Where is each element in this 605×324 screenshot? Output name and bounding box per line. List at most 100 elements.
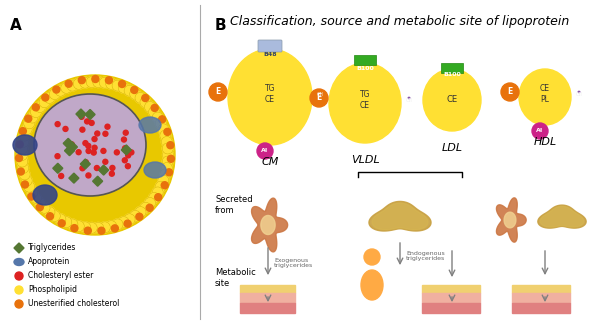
Ellipse shape xyxy=(423,69,481,131)
Circle shape xyxy=(145,198,155,209)
Circle shape xyxy=(158,124,169,135)
Text: Cholesteryl ester: Cholesteryl ester xyxy=(28,272,93,281)
Circle shape xyxy=(21,181,28,188)
Circle shape xyxy=(129,88,141,99)
Circle shape xyxy=(101,148,106,154)
Circle shape xyxy=(67,219,78,230)
Circle shape xyxy=(30,192,41,203)
Circle shape xyxy=(119,80,126,87)
Circle shape xyxy=(135,207,146,218)
Circle shape xyxy=(55,154,60,159)
Circle shape xyxy=(125,164,130,169)
Circle shape xyxy=(16,149,27,160)
Circle shape xyxy=(17,143,28,154)
Circle shape xyxy=(73,78,84,89)
Polygon shape xyxy=(122,145,131,155)
Circle shape xyxy=(67,80,78,91)
Text: AI: AI xyxy=(537,129,544,133)
Circle shape xyxy=(71,225,78,232)
Circle shape xyxy=(42,94,49,101)
Text: CII: CII xyxy=(316,91,324,97)
Circle shape xyxy=(89,121,94,125)
Text: Exogenous
triglycerides: Exogenous triglycerides xyxy=(274,258,313,268)
Circle shape xyxy=(161,182,168,189)
Text: LDL: LDL xyxy=(442,143,463,153)
Text: E: E xyxy=(316,94,322,102)
Circle shape xyxy=(15,286,23,294)
Circle shape xyxy=(105,124,110,129)
Circle shape xyxy=(103,131,108,136)
Circle shape xyxy=(145,101,155,112)
Circle shape xyxy=(84,227,91,234)
Circle shape xyxy=(112,219,123,230)
Circle shape xyxy=(79,114,84,119)
Polygon shape xyxy=(80,159,90,169)
Polygon shape xyxy=(63,138,73,148)
Circle shape xyxy=(28,193,35,200)
Circle shape xyxy=(49,210,60,221)
Circle shape xyxy=(19,130,30,141)
Circle shape xyxy=(124,220,131,227)
Circle shape xyxy=(160,169,171,180)
Circle shape xyxy=(103,159,108,164)
Circle shape xyxy=(16,141,23,148)
Circle shape xyxy=(17,156,28,167)
Text: Phospholipid: Phospholipid xyxy=(28,285,77,295)
Circle shape xyxy=(78,77,85,84)
Text: CII: CII xyxy=(405,98,413,102)
Circle shape xyxy=(76,150,81,155)
Circle shape xyxy=(36,204,44,211)
Circle shape xyxy=(164,128,171,135)
Circle shape xyxy=(80,127,85,132)
Circle shape xyxy=(152,112,163,123)
Circle shape xyxy=(92,145,97,150)
Text: VLDL: VLDL xyxy=(351,155,379,165)
Polygon shape xyxy=(319,91,321,93)
Circle shape xyxy=(155,194,162,201)
Circle shape xyxy=(15,272,23,280)
Circle shape xyxy=(30,107,41,118)
Circle shape xyxy=(18,168,24,175)
Circle shape xyxy=(21,175,32,186)
Circle shape xyxy=(92,137,97,142)
Circle shape xyxy=(27,187,38,198)
Circle shape xyxy=(501,83,519,101)
Circle shape xyxy=(65,80,72,87)
Polygon shape xyxy=(14,243,24,253)
Polygon shape xyxy=(504,212,516,228)
Bar xyxy=(512,303,570,313)
Polygon shape xyxy=(76,109,86,119)
Circle shape xyxy=(80,77,91,88)
Polygon shape xyxy=(369,202,431,231)
Circle shape xyxy=(257,143,273,159)
Circle shape xyxy=(58,220,65,227)
Text: B: B xyxy=(215,18,227,33)
Circle shape xyxy=(162,136,172,147)
Circle shape xyxy=(105,77,113,84)
Circle shape xyxy=(167,142,174,149)
Circle shape xyxy=(106,78,117,89)
Polygon shape xyxy=(69,173,79,183)
Circle shape xyxy=(126,153,131,158)
Ellipse shape xyxy=(14,259,24,265)
FancyBboxPatch shape xyxy=(441,63,463,73)
Circle shape xyxy=(55,214,66,225)
Ellipse shape xyxy=(228,49,312,145)
Circle shape xyxy=(112,80,123,91)
Circle shape xyxy=(27,112,38,123)
Ellipse shape xyxy=(519,69,571,125)
Circle shape xyxy=(166,169,172,176)
Polygon shape xyxy=(53,163,63,173)
Circle shape xyxy=(15,75,175,235)
Circle shape xyxy=(122,158,127,163)
Circle shape xyxy=(310,89,328,107)
Circle shape xyxy=(18,163,28,174)
Circle shape xyxy=(19,128,27,135)
Circle shape xyxy=(162,163,172,174)
Circle shape xyxy=(73,221,84,232)
Polygon shape xyxy=(99,165,109,175)
Text: Apoprotein: Apoprotein xyxy=(28,258,70,267)
Circle shape xyxy=(111,225,119,232)
Circle shape xyxy=(122,137,126,142)
Polygon shape xyxy=(578,91,580,93)
